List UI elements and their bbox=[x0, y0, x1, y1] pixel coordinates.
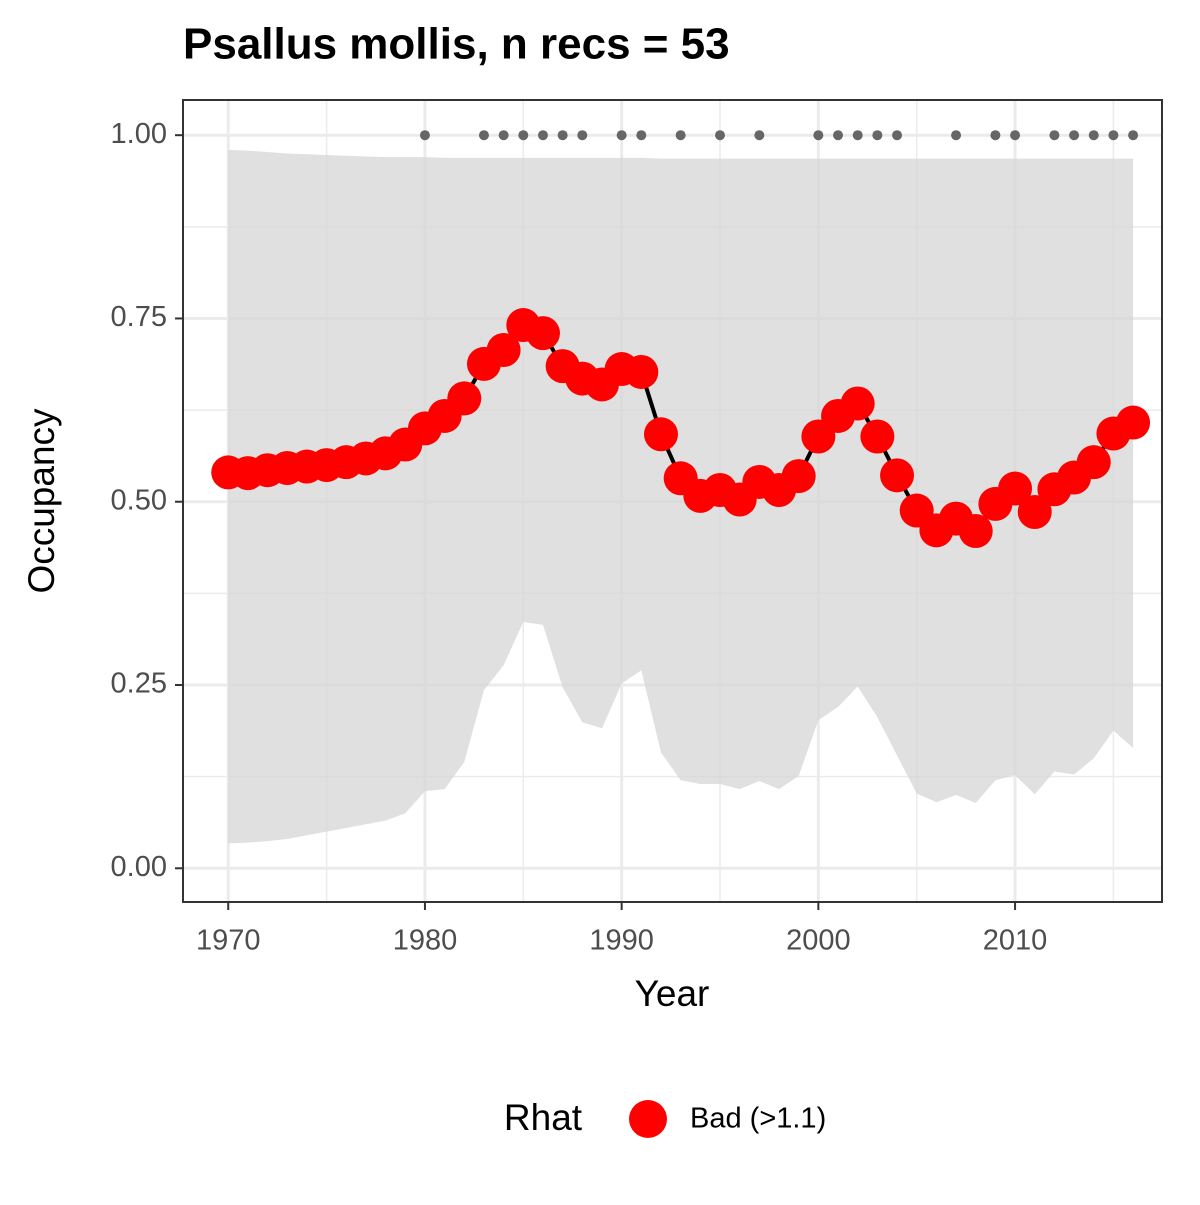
record-point bbox=[419, 130, 430, 141]
point bbox=[860, 419, 895, 454]
record-point bbox=[1010, 130, 1021, 141]
y-tick-label: 0.00 bbox=[111, 851, 167, 883]
point bbox=[958, 514, 993, 549]
point bbox=[1017, 494, 1052, 529]
record-point bbox=[675, 130, 686, 141]
legend-label: Bad (>1.1) bbox=[690, 1103, 826, 1135]
record-point bbox=[990, 130, 1001, 141]
record-point bbox=[951, 130, 962, 141]
x-tick-label: 1970 bbox=[196, 925, 261, 957]
x-axis-label: Year bbox=[635, 973, 710, 1014]
record-point bbox=[852, 130, 863, 141]
record-point bbox=[892, 130, 903, 141]
point bbox=[1116, 405, 1151, 440]
point bbox=[781, 459, 816, 494]
record-point bbox=[518, 130, 529, 141]
record-point bbox=[1108, 130, 1119, 141]
point bbox=[1076, 445, 1111, 480]
record-point bbox=[537, 130, 548, 141]
record-point bbox=[498, 130, 509, 141]
y-tick-label: 0.50 bbox=[111, 484, 167, 516]
legend-title: Rhat bbox=[504, 1097, 583, 1138]
y-tick-label: 0.75 bbox=[111, 301, 167, 333]
record-point bbox=[833, 130, 844, 141]
record-point bbox=[557, 130, 568, 141]
y-tick-label: 1.00 bbox=[111, 118, 167, 150]
chart-title: Psallus mollis, n recs = 53 bbox=[183, 20, 730, 69]
point bbox=[998, 471, 1033, 506]
x-tick-label: 2000 bbox=[786, 925, 851, 957]
record-point bbox=[1069, 130, 1080, 141]
record-point bbox=[1049, 130, 1060, 141]
point bbox=[643, 417, 678, 452]
legend-marker bbox=[629, 1100, 667, 1138]
record-point bbox=[478, 130, 489, 141]
x-tick-label: 2010 bbox=[983, 925, 1048, 957]
point bbox=[447, 381, 482, 416]
point bbox=[880, 458, 915, 493]
record-point bbox=[636, 130, 647, 141]
record-point bbox=[813, 130, 824, 141]
confidence-band bbox=[228, 149, 1134, 844]
record-point bbox=[577, 130, 588, 141]
record-point bbox=[1088, 130, 1099, 141]
record-point bbox=[616, 130, 627, 141]
point bbox=[486, 332, 521, 367]
point bbox=[840, 386, 875, 421]
point bbox=[525, 316, 560, 351]
record-point bbox=[715, 130, 726, 141]
y-tick-label: 0.25 bbox=[111, 668, 167, 700]
x-tick-label: 1980 bbox=[393, 925, 458, 957]
record-point bbox=[872, 130, 883, 141]
record-point bbox=[754, 130, 765, 141]
record-point bbox=[1128, 130, 1139, 141]
x-tick-label: 1990 bbox=[589, 925, 654, 957]
point bbox=[624, 354, 659, 389]
y-axis-label: Occupancy bbox=[21, 408, 62, 594]
